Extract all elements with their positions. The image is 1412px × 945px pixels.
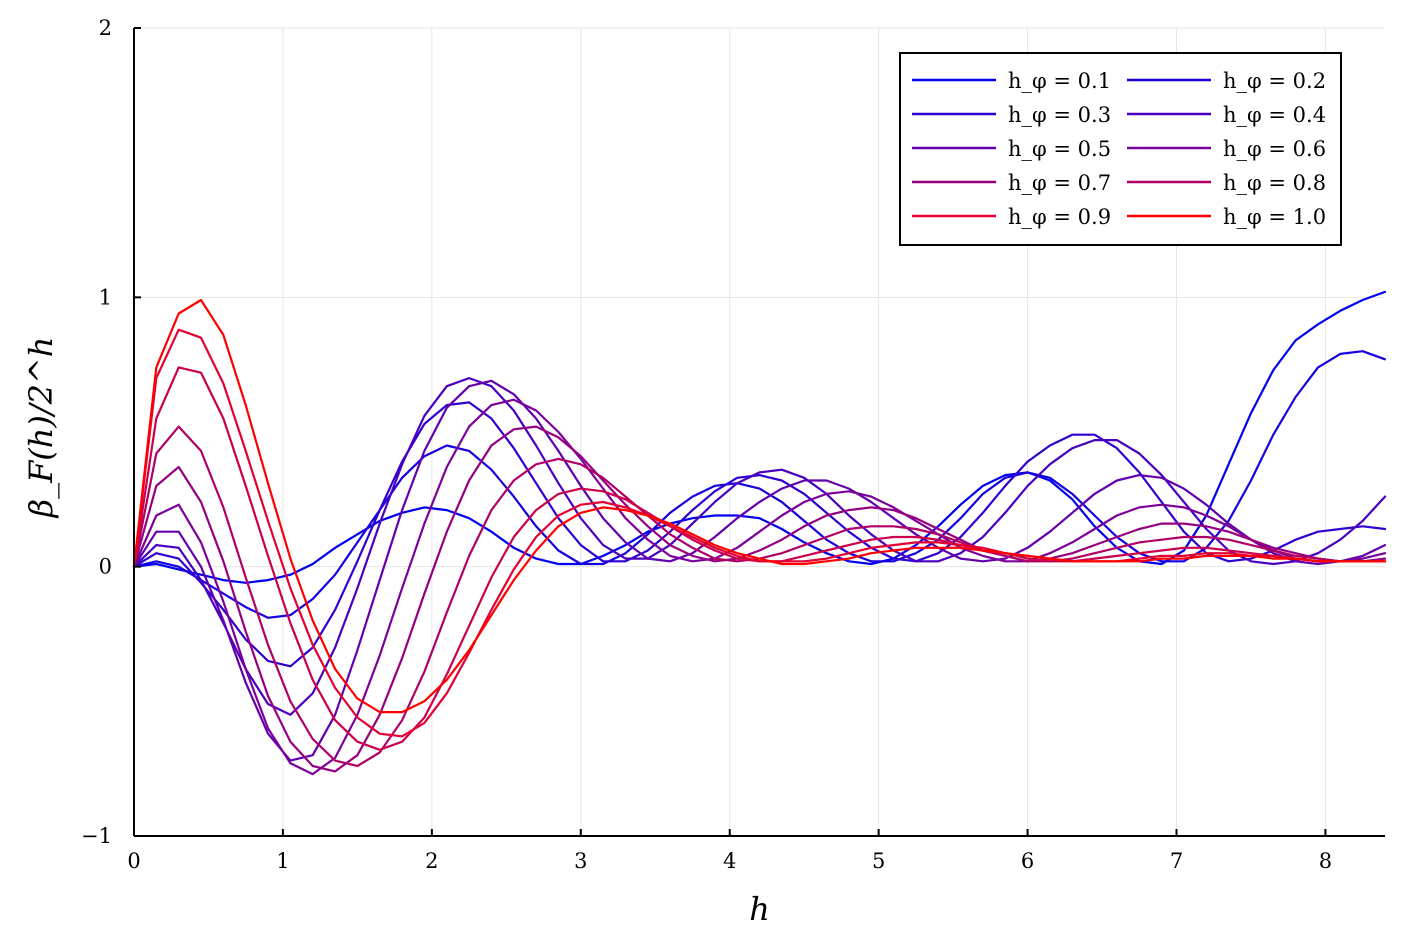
legend-label: h_φ = 0.8 [1223,171,1326,195]
legend-label: h_φ = 0.2 [1223,69,1326,93]
axes-layer: 0 1 2 3 4 5 6 7 8 −1 0 1 2 [81,16,1385,873]
x-tick-label: 3 [574,849,587,873]
y-tick-label: 2 [99,16,112,40]
x-tick-label: 6 [1021,849,1034,873]
legend-label: h_φ = 0.4 [1223,103,1326,127]
legend-label: h_φ = 0.3 [1008,103,1111,127]
legend-label: h_φ = 0.7 [1008,171,1111,195]
x-tick-label: 2 [425,849,438,873]
y-tick-label: 1 [99,285,112,309]
x-tick-label: 0 [127,849,140,873]
x-tick-label: 5 [872,849,885,873]
x-tick-label: 4 [723,849,736,873]
legend-label: h_φ = 0.5 [1008,137,1111,161]
y-tick-label: −1 [81,824,112,848]
series-line [132,377,1387,716]
x-tick-label: 7 [1170,849,1183,873]
series-line [132,298,1387,714]
y-axis-label: β_F(h)/2^h [22,337,60,519]
series-line [132,398,1387,776]
series-line [132,425,1387,768]
series-line [132,401,1387,668]
series-line [132,379,1387,762]
legend-label: h_φ = 1.0 [1223,205,1326,229]
legend: h_φ = 0.1 h_φ = 0.2 h_φ = 0.3 h_φ = 0.4 h_φ … [899,52,1342,246]
x-axis-label: h [749,890,770,928]
series-line [132,290,1387,584]
legend-label: h_φ = 0.9 [1008,205,1111,229]
legend-label: h_φ = 0.6 [1223,137,1326,161]
x-tick-label: 1 [276,849,289,873]
series-layer [132,290,1387,776]
series-line [132,328,1387,738]
legend-label: h_φ = 0.1 [1008,69,1111,93]
x-tick-label: 8 [1319,849,1332,873]
y-tick-label: 0 [99,555,112,579]
series-line [132,425,1387,773]
series-line [132,350,1387,619]
